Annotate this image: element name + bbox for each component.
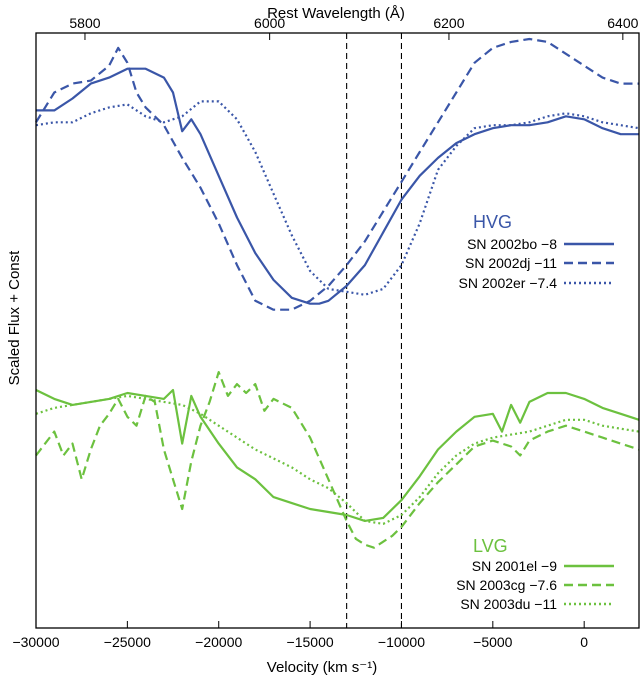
x-tick-label: −20000	[195, 634, 242, 650]
x-tick-label: 0	[580, 634, 588, 650]
x-tick-label: −30000	[12, 634, 59, 650]
legend-entry-sn2003du: SN 2003du −11	[460, 596, 557, 612]
y-axis-title: Scaled Flux + Const	[6, 250, 23, 385]
series-line-0	[36, 67, 639, 305]
legend-entry-sn2001el: SN 2001el −9	[472, 558, 557, 574]
legend-group-label-lvg: LVG	[473, 536, 508, 556]
top-tick-label: 6200	[433, 15, 464, 31]
series-line-1	[35, 37, 639, 311]
x-axis-title: Velocity (km s⁻¹)	[267, 659, 377, 676]
legend-entry-sn2002bo: SN 2002bo −8	[467, 236, 557, 252]
legend-entry-sn2003cg: SN 2003cg −7.6	[456, 577, 557, 593]
top-axis-title: Rest Wavelength (Å)	[267, 5, 405, 22]
legend-entry-sn2002dj: SN 2002dj −11	[465, 255, 557, 271]
series-line-2	[35, 100, 640, 296]
series-line-3	[35, 388, 640, 523]
x-tick-label: −15000	[287, 634, 334, 650]
top-tick-label: 6400	[607, 15, 638, 31]
series-line-4	[35, 371, 640, 549]
plot-frame	[35, 32, 640, 629]
x-tick-label: −25000	[104, 634, 151, 650]
legend-group-label-hvg: HVG	[473, 212, 512, 232]
top-tick-label: 6000	[254, 15, 285, 31]
top-tick-label: 5800	[69, 15, 100, 31]
x-tick-label: −10000	[378, 634, 425, 650]
legend-entry-sn2002er: SN 2002er −7.4	[459, 275, 558, 291]
x-tick-label: −5000	[473, 634, 513, 650]
